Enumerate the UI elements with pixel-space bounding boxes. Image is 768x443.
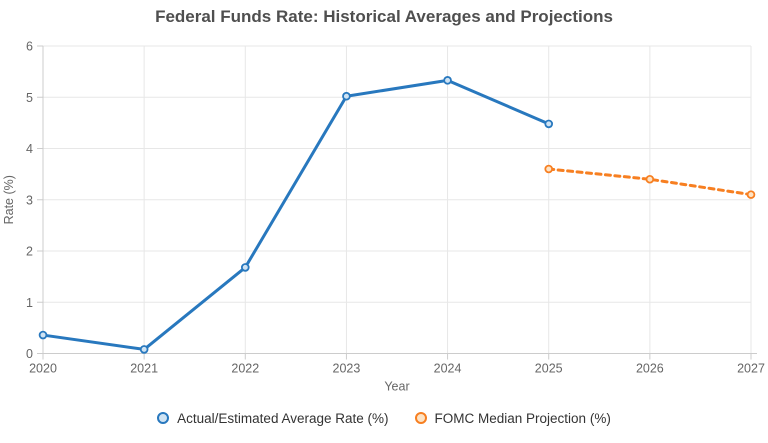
x-tick-label: 2023 [333, 362, 361, 376]
data-point-1-2025[interactable] [544, 164, 554, 174]
y-tick-label: 2 [26, 245, 33, 259]
data-point-1-2026[interactable] [645, 174, 655, 184]
series-line-0 [41, 78, 551, 351]
y-tick-label: 1 [26, 296, 33, 310]
y-tick-label: 3 [26, 193, 33, 207]
legend-circle-icon-fomc-projection [414, 412, 427, 424]
x-tick-label: 2022 [231, 362, 259, 376]
x-tick-label: 2024 [434, 362, 462, 376]
legend-item-actual-rate[interactable]: Actual/Estimated Average Rate (%) [157, 410, 389, 426]
data-point-0-2022[interactable] [240, 263, 250, 272]
data-point-0-2021[interactable] [139, 345, 149, 354]
y-tick-label: 4 [26, 142, 33, 156]
y-axis-title: Rate (%) [2, 175, 16, 224]
legend-label-fomc-projection: FOMC Median Projection (%) [434, 410, 611, 426]
legend: Actual/Estimated Average Rate (%) FOMC M… [0, 406, 768, 430]
y-tick-label: 5 [26, 91, 33, 105]
x-tick-label: 2025 [535, 362, 563, 376]
plot-area: 0 1 2 3 4 5 6 2020 2021 2022 2023 2024 2025 2026 2027 Y… [2, 40, 765, 394]
legend-item-fomc-projection[interactable]: FOMC Median Projection (%) [414, 410, 611, 426]
data-point-0-2023[interactable] [342, 91, 351, 101]
data-point-1-2027[interactable] [746, 190, 756, 199]
legend-circle-icon-actual-rate [157, 412, 170, 424]
x-tick-label: 2021 [130, 362, 158, 376]
x-tick-label: 2026 [636, 362, 664, 376]
y-tick-label: 6 [26, 40, 33, 54]
legend-label-actual-rate: Actual/Estimated Average Rate (%) [177, 410, 389, 426]
data-point-0-2024[interactable] [443, 76, 452, 85]
x-axis-title: Year [384, 380, 409, 394]
y-tick-label: 0 [26, 347, 33, 361]
data-point-0-2020[interactable] [38, 330, 48, 340]
chart-title: Federal Funds Rate: Historical Averages … [155, 7, 613, 26]
series-line-1 [547, 167, 753, 197]
x-tick-label: 2020 [29, 362, 57, 376]
x-tick-label: 2027 [737, 362, 765, 376]
data-point-0-2025[interactable] [544, 119, 554, 129]
